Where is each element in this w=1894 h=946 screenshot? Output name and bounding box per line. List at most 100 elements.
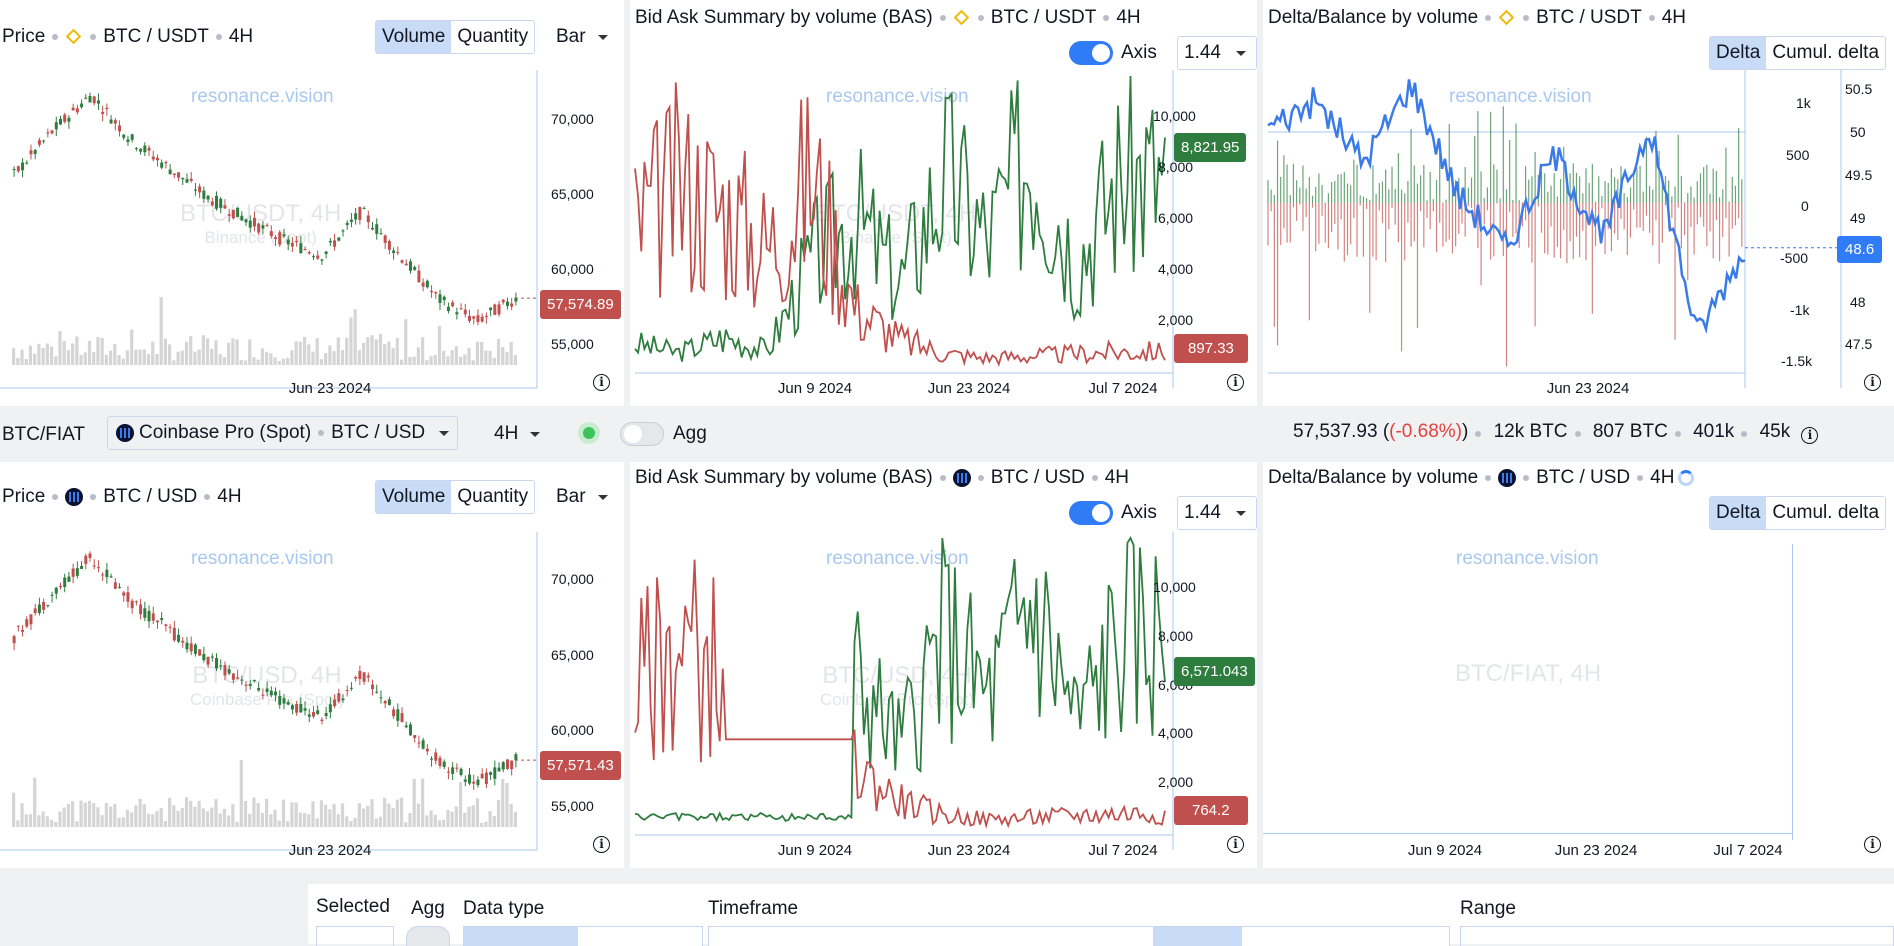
cumul-delta-button[interactable]: Cumul. delta (1766, 37, 1886, 69)
volume-bar (184, 341, 189, 365)
panel-title: Bid Ask Summary by volume (BAS) BTC / US… (635, 467, 1129, 489)
agg-toggle[interactable] (620, 422, 664, 446)
data-type-toggle[interactable] (463, 926, 703, 946)
chart-type-select[interactable]: Bar (556, 486, 608, 508)
axis-toggle[interactable] (1069, 41, 1113, 65)
candle-body (46, 132, 50, 134)
timeframe-select[interactable]: 4H (494, 423, 541, 445)
ratio-select[interactable]: 1.44 (1177, 36, 1257, 70)
candle-body (130, 600, 134, 609)
volume-bar (155, 353, 159, 365)
info-icon[interactable]: i (593, 836, 610, 853)
volume-button[interactable]: Volume (376, 21, 452, 53)
candle-body (67, 576, 71, 582)
quantity-button[interactable]: Quantity (451, 481, 535, 513)
live-status-icon (578, 422, 600, 444)
quantity-button[interactable]: Quantity (451, 21, 535, 53)
y-tick: 2,000 (1158, 312, 1194, 328)
ratio-select[interactable]: 1.44 (1177, 496, 1257, 530)
volume-bar (378, 816, 383, 827)
timeframe-label: Timeframe (708, 898, 799, 919)
watermark: resonance.vision (826, 548, 969, 569)
candle-body (408, 261, 412, 271)
candle-body (358, 670, 362, 680)
range-toggle[interactable] (1460, 926, 1894, 946)
candle-body (54, 587, 58, 594)
info-icon[interactable]: i (1227, 374, 1244, 391)
data-type-toggle[interactable]: Volume Quantity (375, 20, 536, 54)
volume-bar (265, 798, 269, 827)
price-chart[interactable] (0, 70, 624, 400)
bid-line (634, 536, 1166, 823)
candle-body (383, 701, 387, 704)
volume-bar (265, 351, 269, 365)
delta-button[interactable]: Delta (1710, 497, 1767, 529)
chart-type-select[interactable]: Bar (556, 26, 608, 48)
volume-bar (471, 360, 475, 365)
selected-control[interactable] (316, 926, 394, 946)
volume-bar (496, 799, 501, 827)
volume-bar (79, 800, 83, 827)
volume-bar (340, 803, 345, 827)
x-tick: Jul 7 2024 (1713, 842, 1783, 859)
candle-body (172, 627, 176, 641)
y-tick-right: 48 (1850, 294, 1866, 310)
volume-bar (336, 814, 340, 827)
volume-bar (269, 353, 273, 365)
delta-chart[interactable] (1263, 70, 1894, 400)
delta-mode-toggle[interactable]: Delta Cumul. delta (1709, 496, 1887, 530)
stat-volume: 12k BTC (1493, 421, 1568, 442)
volume-bar (383, 797, 387, 827)
y-tick: 55,000 (551, 798, 594, 814)
delta-mode-toggle[interactable]: Delta Cumul. delta (1709, 36, 1887, 70)
candle-body (463, 779, 467, 782)
volume-bar (501, 347, 505, 365)
volume-button[interactable]: Volume (376, 481, 452, 513)
candle-body (337, 693, 341, 702)
volume-bar (467, 347, 471, 365)
candle-body (366, 675, 370, 678)
price-chart[interactable] (0, 532, 624, 862)
candle-body (510, 303, 514, 307)
chevron-down-icon (1236, 50, 1246, 56)
info-icon[interactable]: i (1801, 427, 1819, 444)
info-icon[interactable]: i (1864, 374, 1881, 391)
candle-body (42, 601, 46, 610)
volume-bar (391, 807, 395, 827)
candle-body (244, 219, 248, 223)
info-icon[interactable]: i (1864, 836, 1881, 853)
exchange-select[interactable]: Coinbase Pro (Spot) BTC / USD (107, 416, 459, 450)
delta-button[interactable]: Delta (1710, 37, 1767, 69)
axis-toggle[interactable] (1069, 501, 1113, 525)
volume-bar (104, 354, 108, 365)
candle-body (80, 565, 84, 569)
candle-body (54, 122, 58, 130)
timeframe-label: 4H (1104, 467, 1130, 488)
agg-toggle[interactable] (406, 926, 450, 946)
bas-chart[interactable] (630, 532, 1257, 862)
timeframe-toggle[interactable] (708, 926, 1450, 946)
candle-body (459, 308, 463, 310)
candle-body (118, 586, 122, 588)
volume-bar (108, 806, 113, 827)
info-icon[interactable]: i (1227, 836, 1244, 853)
volume-bar (227, 342, 231, 365)
volume-bar (319, 359, 324, 365)
candle-body (286, 702, 290, 705)
volume-bar (425, 360, 429, 365)
bas-chart[interactable] (630, 70, 1257, 400)
candle-body (130, 134, 134, 140)
info-icon[interactable]: i (593, 374, 610, 391)
volume-bar (79, 354, 83, 365)
volume-bar (96, 336, 100, 365)
data-type-toggle[interactable]: Volume Quantity (375, 480, 536, 514)
candle-body (185, 179, 189, 183)
volume-bar (113, 344, 117, 365)
cumul-delta-button[interactable]: Cumul. delta (1766, 497, 1886, 529)
watermark: resonance.vision (191, 548, 334, 569)
volume-bar (454, 806, 458, 827)
candle-body (67, 117, 71, 122)
candle-body (50, 130, 54, 134)
chart-ghost-title: BTC/FIAT, 4H (1455, 660, 1602, 687)
volume-bar (450, 811, 454, 827)
